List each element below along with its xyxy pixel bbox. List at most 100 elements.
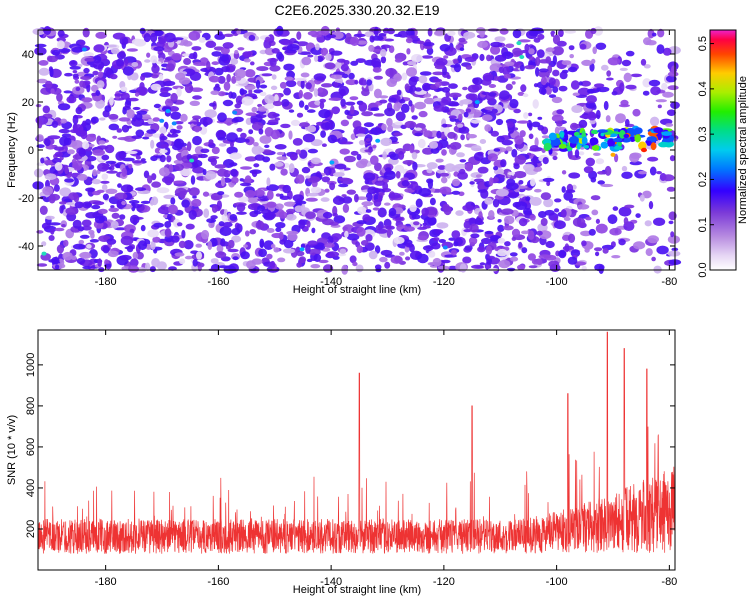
- heatmap-blob: [441, 149, 447, 156]
- heatmap-blob: [427, 27, 433, 37]
- heatmap-blob: [527, 253, 537, 261]
- heatmap-blob: [500, 159, 507, 168]
- heatmap-blob: [188, 187, 200, 197]
- heatmap-blob: [602, 247, 609, 254]
- heatmap-blob: [274, 94, 279, 103]
- snr-x-tick-label: -160: [207, 576, 229, 588]
- heatmap-blob: [456, 123, 464, 128]
- heatmap-blob: [106, 238, 117, 245]
- heatmap-blob: [428, 250, 436, 258]
- heatmap-blob: [655, 99, 667, 103]
- chart-title: C2E6.2025.330.20.32.E19: [274, 2, 439, 18]
- heatmap-blob: [118, 150, 127, 160]
- heatmap-blob: [115, 163, 120, 169]
- heatmap-blob: [517, 39, 531, 43]
- heatmap-blob: [79, 42, 86, 46]
- heatmap-blob: [630, 73, 642, 78]
- heatmap-blob: [593, 152, 601, 156]
- heatmap-blob: [662, 91, 674, 98]
- heatmap-blob: [266, 184, 279, 192]
- heatmap-blob: [443, 205, 452, 216]
- heatmap-blob: [621, 165, 628, 172]
- heatmap-blob: [568, 155, 581, 161]
- heatmap-blob: [375, 224, 382, 230]
- heatmap-blob: [441, 96, 452, 104]
- signal-band-blob: [661, 131, 673, 136]
- heatmap-blob: [426, 162, 438, 170]
- heatmap-blob: [647, 235, 659, 244]
- heatmap-blob: [521, 230, 530, 235]
- heatmap-blob: [181, 229, 186, 239]
- heatmap-blob: [609, 227, 622, 236]
- heatmap-blob: [363, 122, 374, 128]
- heatmap-blob: [441, 86, 451, 93]
- heatmap-blob: [597, 171, 606, 175]
- heatmap-blob: [496, 248, 508, 257]
- heatmap-blob: [192, 135, 202, 146]
- heatmap-blob: [494, 36, 506, 42]
- heatmap-blob: [213, 85, 221, 92]
- heatmap-blob: [574, 149, 580, 159]
- heatmap-blob: [142, 136, 150, 140]
- heatmap-blob: [276, 151, 285, 156]
- heatmap-blob: [286, 44, 300, 52]
- heatmap-blob: [529, 214, 536, 221]
- heatmap-blob: [59, 205, 64, 214]
- heatmap-blob: [505, 146, 513, 152]
- snr-x-tick-label: -120: [433, 576, 455, 588]
- heatmap-blob: [135, 155, 141, 160]
- heatmap-blob: [606, 77, 614, 81]
- heatmap-blob: [169, 128, 177, 134]
- snr-panel: -180 -160 -140 -120 -100 -80 200 400 600 800 1000…: [6, 329, 677, 596]
- heatmap-blob: [439, 44, 451, 52]
- heatmap-blob: [314, 54, 319, 62]
- heatmap-blob: [283, 239, 294, 249]
- heatmap-blob: [92, 169, 98, 177]
- heatmap-blob: [253, 89, 263, 94]
- heatmap-blob: [385, 225, 395, 230]
- heatmap-blob: [348, 72, 355, 80]
- heatmap-blob: [172, 143, 183, 151]
- heatmap-blob: [114, 192, 128, 200]
- heatmap-blob: [446, 75, 451, 79]
- heatmap-accent-blob: [375, 138, 381, 143]
- heatmap-blob: [422, 245, 434, 251]
- heatmap-blob: [370, 155, 379, 165]
- heatmap-blob: [176, 222, 183, 227]
- heatmap-blob: [535, 56, 541, 67]
- heatmap-blob: [168, 164, 174, 173]
- heatmap-blob: [230, 92, 237, 99]
- heatmap-blob: [217, 168, 228, 177]
- heatmap-blob: [488, 92, 497, 97]
- heatmap-blob: [144, 262, 151, 271]
- heatmap-blob: [42, 105, 50, 114]
- heatmap-blob: [270, 244, 276, 249]
- heatmap-blob: [259, 135, 272, 144]
- heatmap-blob: [465, 108, 472, 113]
- heatmap-blob: [77, 226, 85, 232]
- heatmap-blob: [505, 43, 515, 49]
- heatmap-blob: [59, 136, 70, 147]
- heatmap-blob: [441, 259, 451, 264]
- heatmap-blob: [105, 188, 118, 194]
- heatmap-blob: [370, 127, 383, 136]
- heatmap-blob: [506, 182, 519, 191]
- heatmap-blob: [80, 130, 88, 140]
- heatmap-blob: [408, 76, 418, 87]
- heatmap-blob: [240, 251, 250, 260]
- heatmap-blob: [355, 264, 364, 273]
- heatmap-blob: [236, 127, 243, 132]
- heatmap-blob: [82, 141, 90, 150]
- heatmap-blob: [370, 107, 380, 111]
- heatmap-blob: [51, 120, 59, 128]
- heatmap-blob: [157, 206, 171, 215]
- heatmap-blob: [321, 176, 331, 183]
- heatmap-blob: [569, 54, 574, 59]
- heatmap-blob: [147, 229, 159, 238]
- heatmap-blob: [341, 141, 354, 145]
- heatmap-blob: [283, 248, 295, 254]
- heatmap-blob: [410, 104, 415, 113]
- heatmap-blob: [374, 180, 386, 186]
- heatmap-blob: [101, 184, 108, 191]
- heatmap-blob: [393, 73, 402, 82]
